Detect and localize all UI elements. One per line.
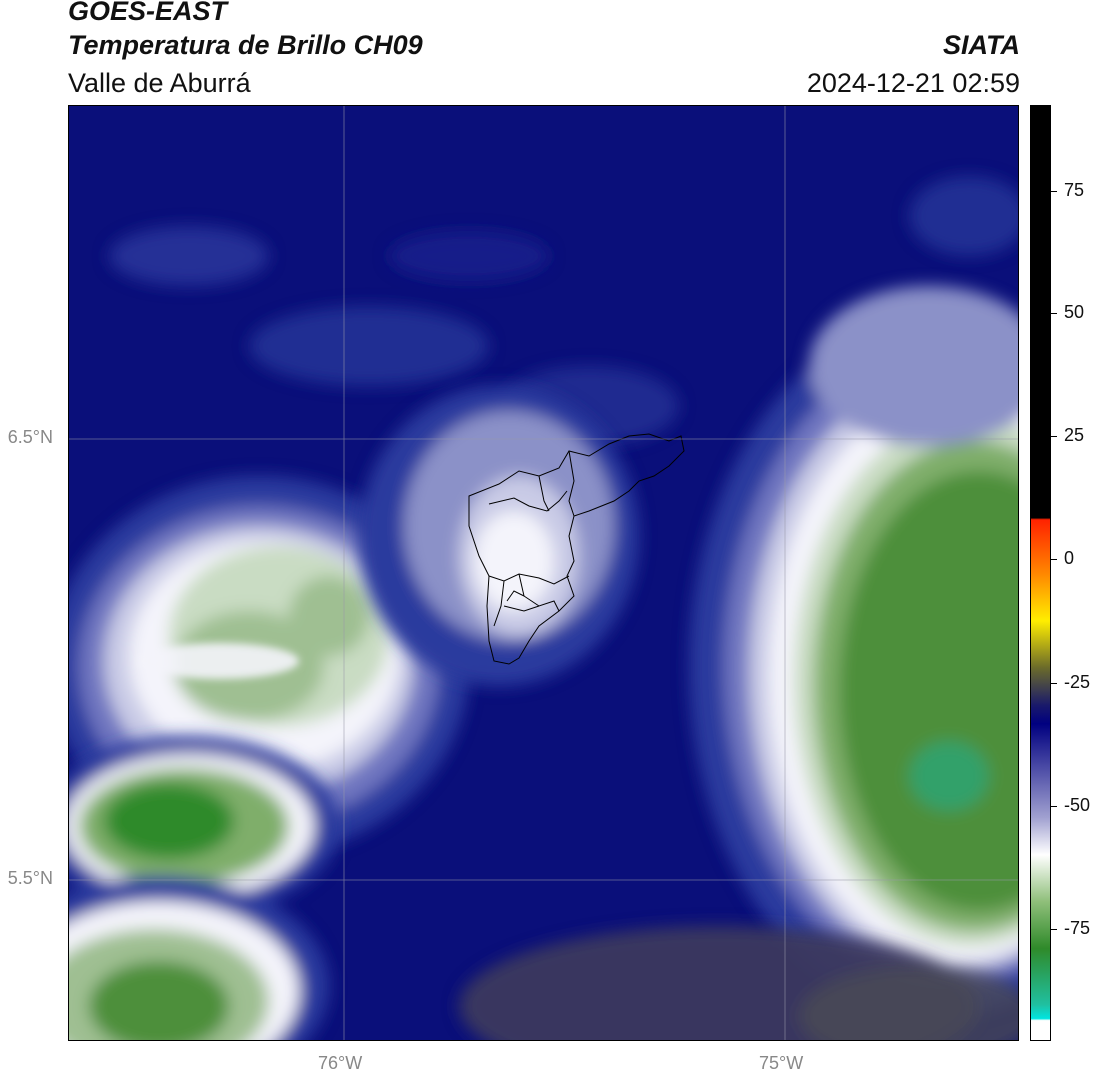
region-subtitle: Valle de Aburrá <box>68 68 251 98</box>
warm-region-bottom <box>459 926 1018 1040</box>
map-image <box>69 106 1018 1040</box>
datetime-label: 2024-12-21 02:59 <box>806 68 1020 98</box>
lat-label-6-5: 6.5°N <box>7 427 53 447</box>
lon-label-76w: 76°W <box>318 1053 363 1073</box>
product-title: Temperatura de Brillo CH09 <box>68 30 423 60</box>
cloud-patches-upper <box>109 176 1018 446</box>
lon-label-75w: 75°W <box>759 1053 804 1073</box>
colorbar-gradient <box>1031 106 1050 1040</box>
colorbar-label-50: 50 <box>1064 302 1085 322</box>
colorbar-label-minus25: -25 <box>1064 672 1091 692</box>
colorbar-label-minus50: -50 <box>1064 795 1091 815</box>
colorbar-label-25: 25 <box>1064 425 1085 445</box>
colorbar <box>1030 105 1051 1041</box>
cloud-system-right <box>689 286 1018 1016</box>
lat-label-5-5: 5.5°N <box>7 868 53 888</box>
agency-label: SIATA <box>943 30 1020 60</box>
satellite-title: GOES-EAST <box>68 0 228 26</box>
cloud-cell-center <box>359 386 639 686</box>
colorbar-label-minus75: -75 <box>1064 918 1091 938</box>
colorbar-label-0: 0 <box>1064 548 1075 568</box>
cloud-system-lower-left <box>69 736 339 1040</box>
colorbar-label-75: 75 <box>1064 180 1085 200</box>
brightness-temperature-map <box>68 105 1019 1041</box>
municipality-boundaries <box>468 433 685 665</box>
graticule <box>69 106 1018 1040</box>
